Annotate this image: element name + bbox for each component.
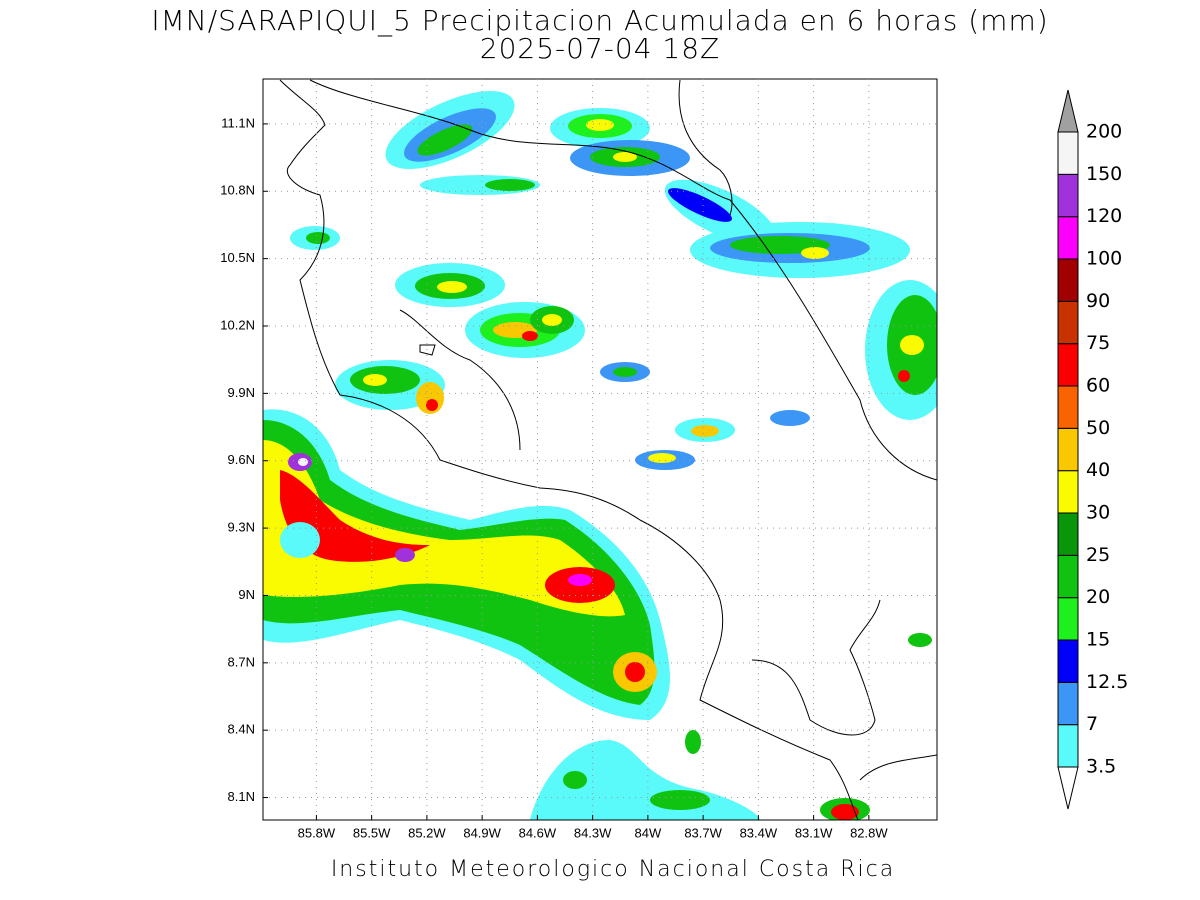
lon-tick-label: 84W: [635, 825, 662, 840]
colorbar-above: [1057, 89, 1079, 133]
subtitle: 2025-07-04 18Z: [480, 32, 720, 65]
lon-tick-label: 84.6W: [519, 825, 557, 840]
lat-tick-label: 8.1N: [228, 789, 255, 804]
colorbar-box: [1057, 470, 1079, 514]
colorbar-box: [1057, 724, 1079, 768]
colorbar-box: [1057, 427, 1079, 472]
colorbar-label: 100: [1086, 248, 1122, 270]
colorbar-label: 150: [1086, 163, 1122, 185]
lon-tick-label: 85.2W: [408, 825, 446, 840]
lon-tick-label: 83.7W: [684, 825, 722, 840]
colorbar-box: [1057, 300, 1079, 345]
colorbar-label: 25: [1086, 544, 1110, 566]
lat-tick-label: 8.7N: [228, 654, 255, 669]
lon-tick-label: 83.4W: [740, 825, 778, 840]
lon-tick-label: 84.3W: [574, 825, 612, 840]
title: IMN/SARAPIQUI_5 Precipitacion Acumulada …: [151, 4, 1048, 38]
colorbar-label: 90: [1086, 290, 1110, 312]
colorbar-box: [1057, 343, 1079, 387]
colorbar-box: [1057, 216, 1079, 260]
colorbar-box: [1057, 131, 1079, 175]
colorbar-box: [1057, 554, 1079, 599]
colorbar-label: 3.5: [1086, 756, 1116, 778]
lat-tick-label: 10.5N: [220, 250, 255, 265]
lon-tick-label: 85.5W: [353, 825, 391, 840]
colorbar-box: [1057, 258, 1079, 302]
lat-tick-label: 8.4N: [228, 722, 255, 737]
colorbar-label: 200: [1086, 121, 1122, 143]
colorbar-box: [1057, 385, 1079, 429]
colorbar-box: [1057, 597, 1079, 641]
lon-tick-label: 84.9W: [463, 825, 501, 840]
colorbar-label: 30: [1086, 502, 1110, 524]
lat-tick-label: 10.8N: [220, 183, 255, 198]
colorbar-box: [1057, 512, 1079, 556]
lat-tick-label: 9N: [238, 587, 255, 602]
lat-tick-label: 9.3N: [228, 520, 255, 535]
lat-tick-label: 10.2N: [220, 317, 255, 332]
colorbar-box: [1057, 173, 1079, 218]
colorbar-box: [1057, 681, 1079, 726]
colorbar-below: [1057, 766, 1079, 810]
lon-tick-label: 82.8W: [850, 825, 888, 840]
lon-tick-label: 85.8W: [298, 825, 336, 840]
colorbar-label: 40: [1086, 459, 1110, 481]
colorbar-box: [1057, 639, 1079, 683]
lat-tick-label: 9.6N: [228, 452, 255, 467]
footer: Instituto Meteorologico Nacional Costa R…: [331, 857, 895, 882]
plot-frame: [262, 78, 938, 821]
colorbar-label: 15: [1086, 629, 1110, 651]
colorbar-label: 120: [1086, 205, 1122, 227]
lat-tick-label: 11.1N: [221, 115, 255, 130]
lat-tick-label: 9.9N: [228, 385, 255, 400]
colorbar-label: 60: [1086, 375, 1110, 397]
colorbar-label: 12.5: [1086, 671, 1128, 693]
colorbar-label: 7: [1086, 713, 1098, 735]
coastlines: [279, 79, 937, 820]
lon-tick-label: 83.1W: [795, 825, 833, 840]
colorbar-label: 20: [1086, 586, 1110, 608]
colorbar-label: 75: [1086, 332, 1110, 354]
colorbar-label: 50: [1086, 417, 1110, 439]
precipitation-field: [263, 91, 937, 820]
